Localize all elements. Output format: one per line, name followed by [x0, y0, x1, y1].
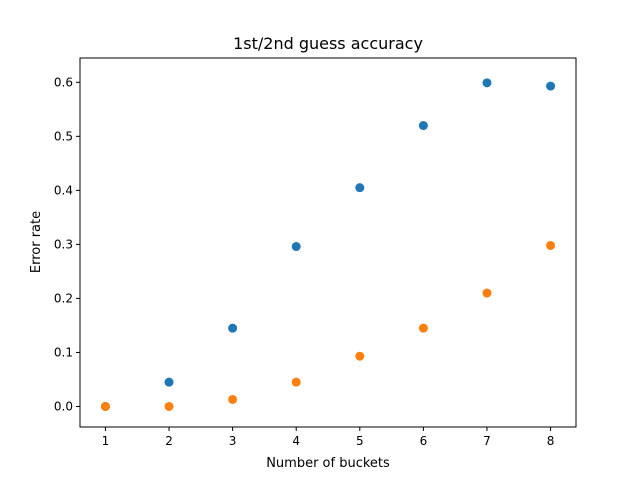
data-points	[100, 78, 556, 411]
y-tick-label: 0.1	[54, 345, 73, 359]
series-2-point	[228, 394, 238, 404]
series-1-point	[291, 242, 301, 252]
y-tick-label: 0.2	[54, 291, 73, 305]
series-1-point	[482, 78, 492, 88]
x-tick-label: 4	[292, 434, 300, 448]
x-tick-label: 6	[420, 434, 428, 448]
x-tick-label: 7	[483, 434, 491, 448]
x-tick-label: 2	[165, 434, 173, 448]
y-tick-label: 0.4	[54, 183, 73, 197]
series-2-point	[546, 240, 556, 250]
y-tick-label: 0.5	[54, 129, 73, 143]
series-1-point	[355, 183, 365, 193]
series-1-point	[228, 323, 238, 333]
chart-title: 1st/2nd guess accuracy	[233, 34, 423, 53]
series-2-point	[291, 377, 301, 387]
series-2-point	[482, 288, 492, 298]
series-1-point	[164, 377, 174, 387]
y-axis-label: Error rate	[29, 211, 44, 273]
series-1-point	[418, 121, 428, 131]
x-axis-label: Number of buckets	[266, 456, 390, 471]
series-2-point	[418, 323, 428, 333]
x-tick-label: 5	[356, 434, 364, 448]
x-tick-label: 1	[102, 434, 110, 448]
series-2-point	[164, 401, 174, 411]
x-tick-label: 3	[229, 434, 237, 448]
plot-frame	[79, 57, 577, 428]
series-2-point	[355, 351, 365, 361]
series-2-point	[100, 401, 110, 411]
x-axis-ticks: 1 2 3 4 5 6 7 8	[102, 427, 555, 448]
series-1-point	[546, 81, 556, 91]
y-tick-label: 0.0	[54, 399, 73, 413]
y-axis-ticks: 0.0 0.1 0.2 0.3 0.4 0.5 0.6	[54, 75, 80, 413]
y-tick-label: 0.3	[54, 237, 73, 251]
y-tick-label: 0.6	[54, 75, 73, 89]
x-tick-label: 8	[547, 434, 555, 448]
